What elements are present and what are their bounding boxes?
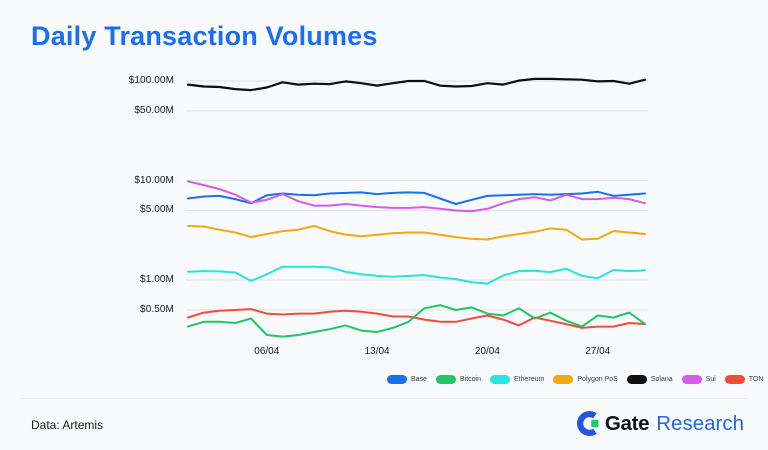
legend-label: TON (748, 376, 764, 383)
legend-label: Polygon PoS (577, 376, 618, 383)
legend-swatch (553, 375, 574, 384)
series-line-solana (186, 77, 647, 92)
legend-label: Bitcoin (459, 376, 481, 383)
chart-legend: Base Bitcoin Ethereum Polygon PoS Solana Sui T… (387, 375, 763, 384)
logo-text-gate: Gate (604, 411, 650, 435)
legend-item-solana: Solana (626, 375, 673, 384)
legend-label: Solana (650, 376, 673, 383)
legend-swatch (435, 375, 456, 384)
gate-logo-icon (576, 411, 599, 436)
legend-swatch (724, 375, 745, 384)
series-line-polygon-pos (187, 224, 646, 241)
legend-item-sui: Sui (681, 375, 716, 384)
x-axis-label: 20/04 (474, 346, 500, 357)
legend-label: Ethereum (513, 376, 545, 383)
legend-item-ton: TON (724, 375, 764, 384)
y-axis-label: $50.00M (134, 104, 174, 116)
y-axis-label: $10.00M (134, 174, 174, 186)
x-axis-label: 27/04 (585, 346, 611, 357)
data-source-label: Data: Artemis (31, 418, 104, 432)
x-axis-label: 06/04 (254, 346, 280, 357)
y-axis-label: $1.00M (140, 274, 174, 285)
y-axis-label: $0.50M (140, 303, 174, 315)
y-axis-label: $5.00M (140, 204, 174, 216)
legend-label: Sui (705, 376, 716, 383)
legend-swatch (489, 375, 510, 384)
legend-label: Base (411, 376, 427, 383)
y-axis-label: $100.00M (128, 75, 174, 86)
series-line-bitcoin (187, 304, 646, 338)
legend-item-bitcoin: Bitcoin (435, 375, 481, 384)
footer-divider (20, 398, 748, 399)
legend-item-base: Base (387, 375, 427, 384)
series-line-sui (187, 180, 646, 213)
logo-text-research: Research (656, 411, 744, 435)
legend-swatch (681, 375, 702, 384)
legend-swatch (387, 375, 407, 384)
series-line-ethereum (187, 265, 646, 285)
x-axis-label: 13/04 (364, 346, 390, 357)
page-title: Daily Transaction Volumes (31, 21, 378, 51)
legend-swatch (626, 375, 647, 384)
series-line-ton (187, 308, 646, 329)
gate-research-logo: Gate Research (576, 411, 744, 436)
legend-item-polygon-pos: Polygon PoS (553, 375, 618, 384)
legend-item-ethereum: Ethereum (489, 375, 545, 384)
series-line-base (187, 190, 646, 205)
